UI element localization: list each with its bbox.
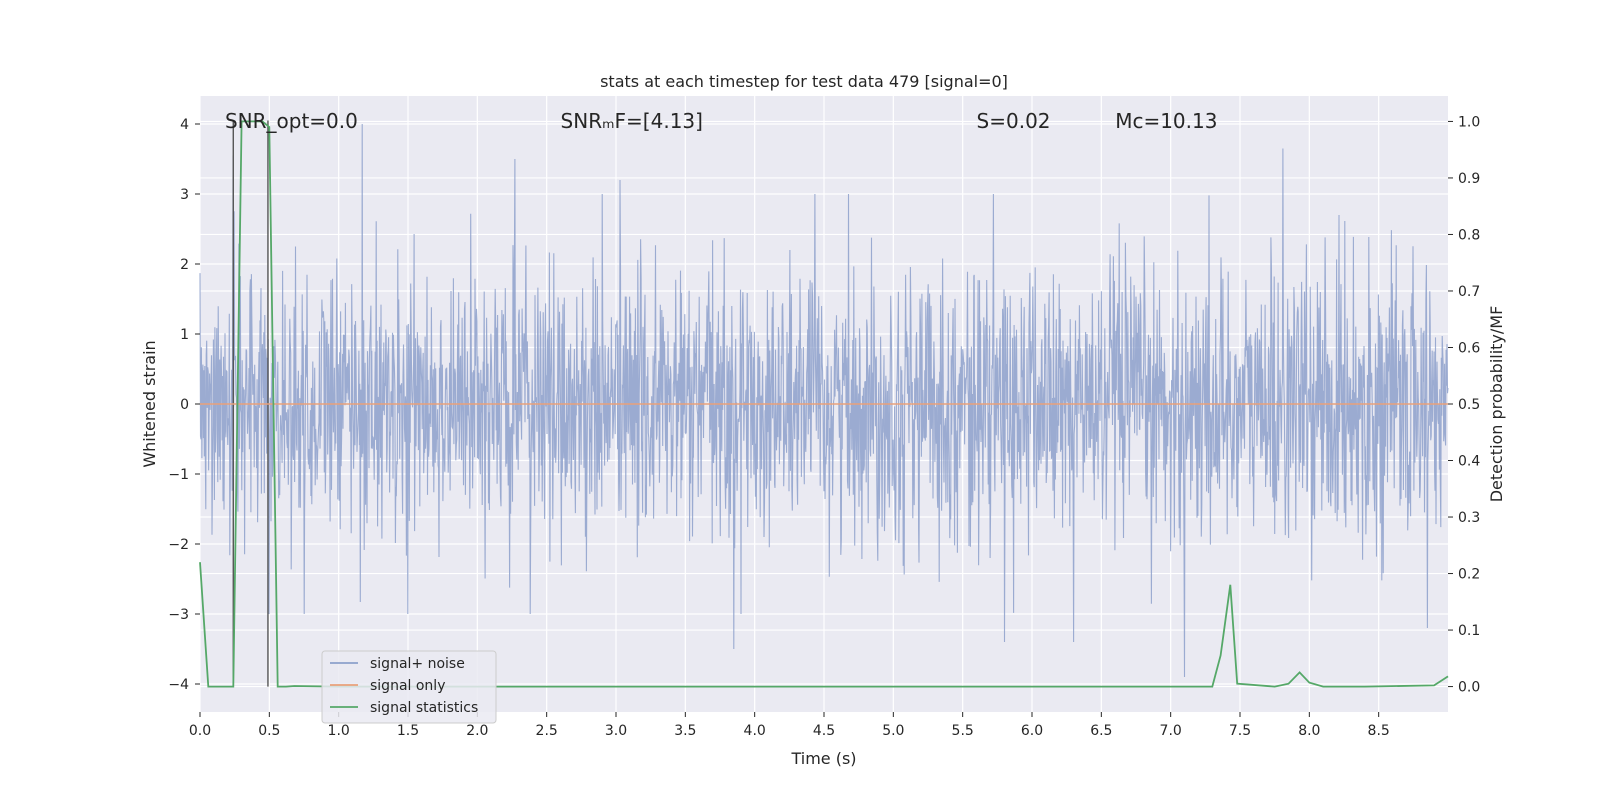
y-tick-label-left-6: −2: [168, 537, 189, 553]
legend-label-1: signal only: [370, 678, 445, 694]
x-tick-label-14: 7.0: [1160, 723, 1182, 739]
x-axis-label: Time (s): [790, 749, 856, 768]
x-tick-label-7: 3.5: [674, 723, 696, 739]
y-tick-label-right-4: 0.6: [1458, 340, 1480, 356]
series-signal-noise: [199, 123, 1449, 678]
y-tick-label-right-5: 0.5: [1458, 397, 1480, 413]
x-tick-label-2: 1.0: [328, 723, 350, 739]
y-axis-label-left: Whitened strain: [140, 340, 159, 467]
line-series: [199, 120, 1449, 688]
x-tick-label-0: 0.0: [189, 723, 211, 739]
x-tick-label-12: 6.0: [1021, 723, 1043, 739]
y-tick-label-left-2: 2: [180, 257, 189, 273]
y-tick-label-right-7: 0.3: [1458, 510, 1480, 526]
x-tick-label-6: 3.0: [605, 723, 627, 739]
y-tick-label-right-0: 1.0: [1458, 114, 1480, 130]
x-tick-label-3: 1.5: [397, 723, 419, 739]
annotations: SNR_opt=0.0 SNRₘF=[4.13] S=0.02 Mᴄ=10.13: [225, 109, 1218, 133]
y-tick-label-left-8: −4: [168, 677, 189, 693]
y-axis-label-right: Detection probability/MF: [1487, 306, 1506, 503]
x-tick-label-13: 6.5: [1090, 723, 1112, 739]
snr-mf-annotation: SNRₘF=[4.13]: [561, 109, 703, 133]
y-tick-label-right-8: 0.2: [1458, 567, 1480, 583]
chart-title: stats at each timestep for test data 479…: [600, 72, 1008, 91]
noise-series: [199, 123, 1449, 678]
y-tick-label-right-9: 0.1: [1458, 623, 1480, 639]
y-tick-label-left-0: 4: [180, 117, 189, 133]
x-tick-label-10: 5.0: [882, 723, 904, 739]
x-tick-label-8: 4.0: [744, 723, 766, 739]
y-tick-label-right-3: 0.7: [1458, 284, 1480, 300]
y-tick-label-left-1: 3: [180, 187, 189, 203]
y-tick-label-left-5: −1: [168, 467, 189, 483]
y-tick-label-right-10: 0.0: [1458, 680, 1480, 696]
y-tick-label-right-2: 0.8: [1458, 227, 1480, 243]
x-tick-label-5: 2.5: [536, 723, 558, 739]
s-annotation: S=0.02: [977, 109, 1051, 133]
y-tick-label-left-7: −3: [168, 607, 189, 623]
x-tick-label-11: 5.5: [952, 723, 974, 739]
snr-opt-annotation: SNR_opt=0.0: [225, 109, 358, 133]
x-tick-label-1: 0.5: [258, 723, 280, 739]
legend-frame: [321, 650, 497, 724]
ticks: 0.0 0.5 1.0 1.5 2.0 2.5 3.0 3.5 4.0 4.5 5.0 5.5 6.0 6…: [168, 114, 1480, 739]
y-tick-label-right-6: 0.4: [1458, 454, 1480, 470]
legend-label-0: signal+ noise: [370, 656, 465, 672]
x-tick-label-16: 8.0: [1298, 723, 1320, 739]
legend-label-2: signal statistics: [370, 700, 478, 716]
x-tick-label-9: 4.5: [813, 723, 835, 739]
legend: signal+ noise signal only signal statistic…: [321, 650, 497, 724]
y-tick-label-right-1: 0.9: [1458, 171, 1480, 187]
mc-annotation: Mᴄ=10.13: [1115, 109, 1217, 133]
series-signal-statistics: [199, 120, 1449, 688]
y-tick-label-left-3: 1: [180, 327, 189, 343]
y-tick-label-left-4: 0: [180, 397, 189, 413]
x-tick-label-4: 2.0: [466, 723, 488, 739]
x-tick-label-17: 8.5: [1368, 723, 1390, 739]
x-tick-label-15: 7.5: [1229, 723, 1251, 739]
